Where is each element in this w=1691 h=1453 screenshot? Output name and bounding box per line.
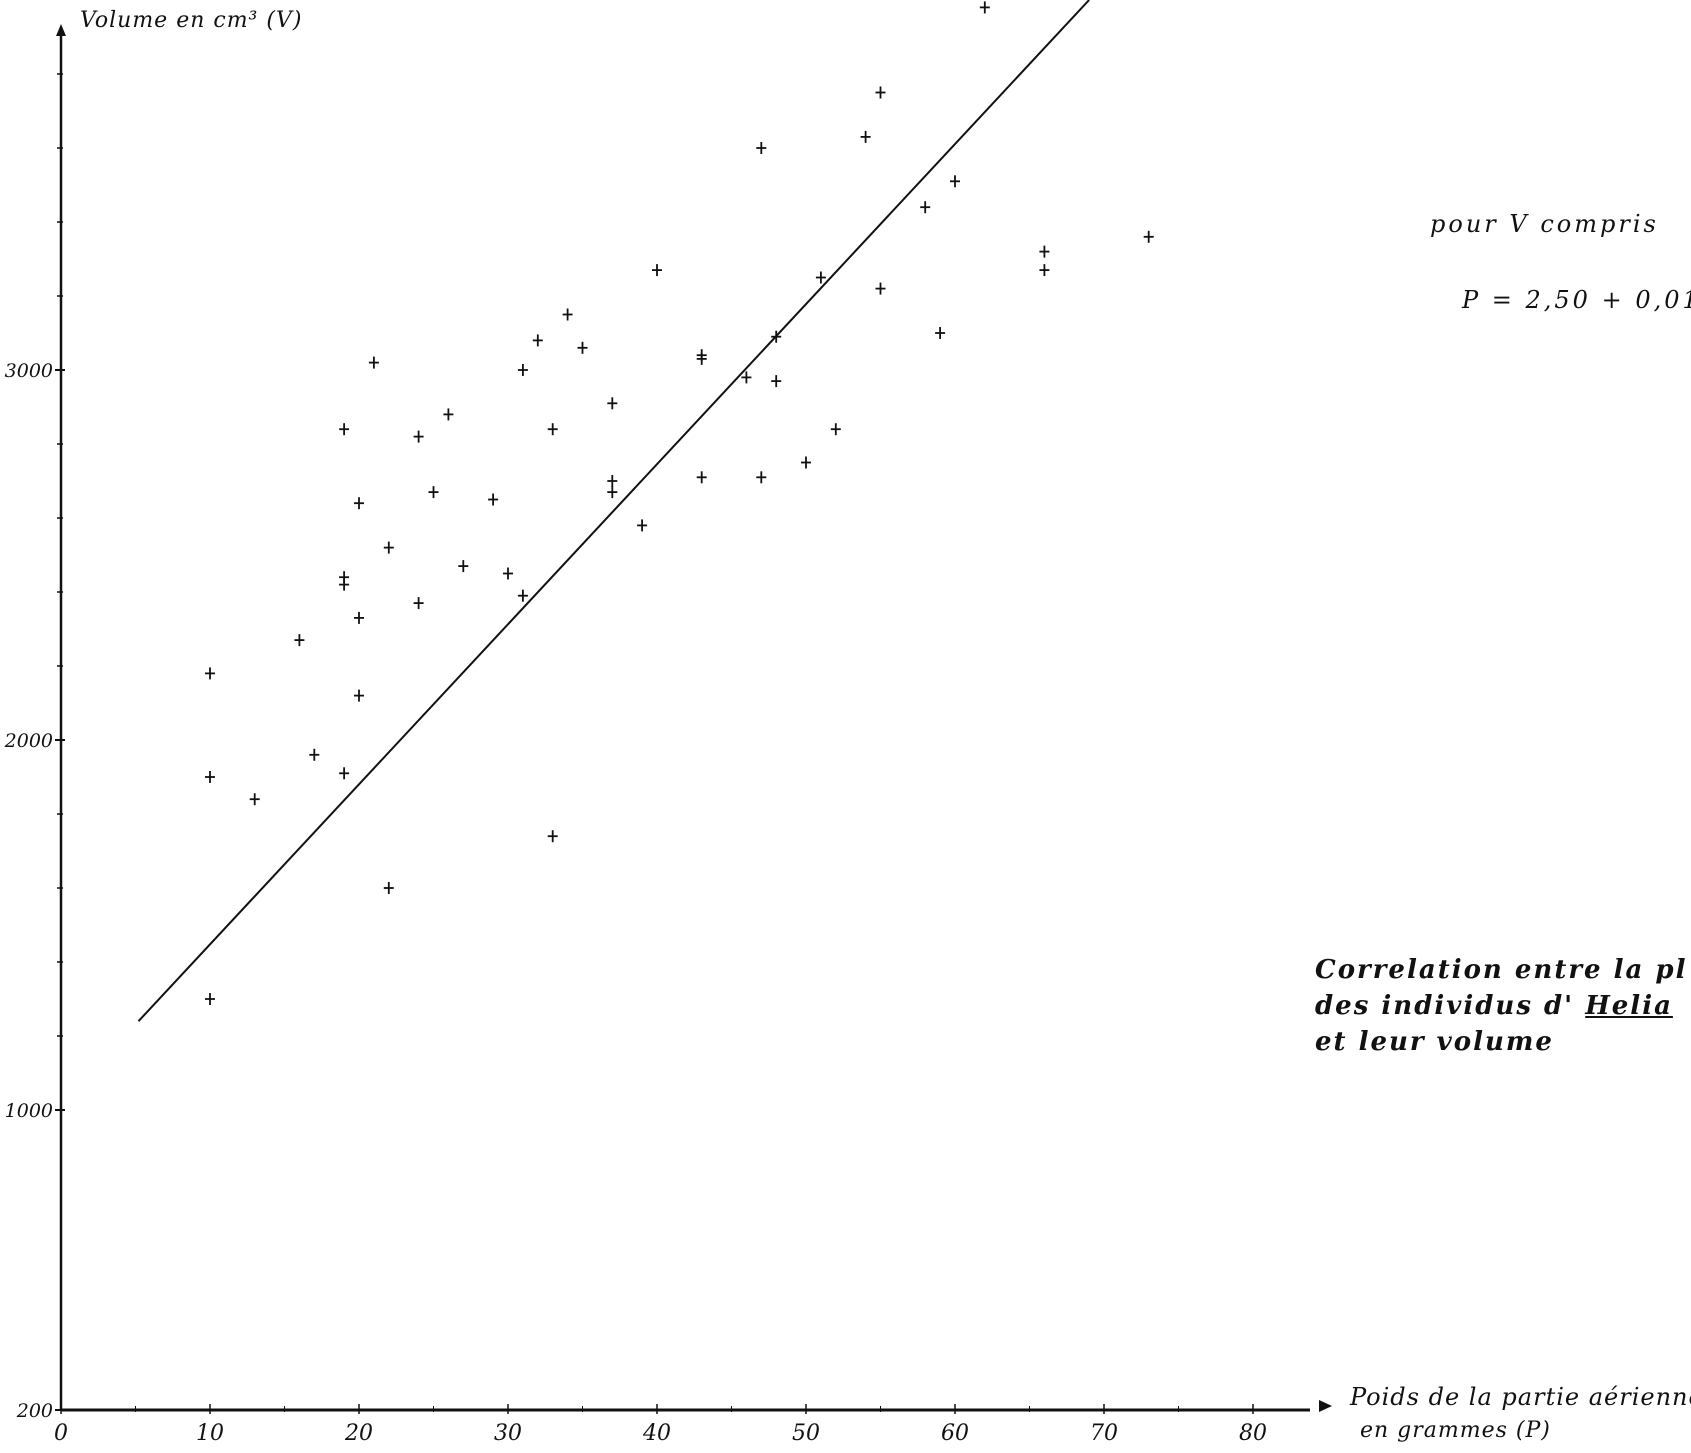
data-point [860,130,871,143]
data-point [503,567,513,580]
y-tick-label: 200 [16,1400,53,1422]
caption: Correlation entre la pl des individus d'… [1315,952,1687,1060]
data-point [875,282,886,295]
data-point [339,571,350,584]
x-axis-title: Poids de la partie aérienne [1350,1383,1691,1411]
y-tick-label: 2000 [4,730,53,752]
x-tick-label: 0 [54,1421,68,1446]
data-point [547,830,558,843]
data-point [771,375,782,388]
data-point [368,356,379,369]
data-point [383,541,394,554]
x-tick-label: 80 [1239,1421,1267,1446]
caption-line-2: des individus d' Helia [1315,988,1687,1024]
data-point [577,341,588,354]
caption-line-1: Correlation entre la pl [1315,952,1687,988]
axes [56,24,1332,1412]
data-point [815,271,826,284]
data-point [249,793,260,806]
data-point [637,519,648,532]
caption-species: Helia [1585,991,1673,1021]
data-point [205,667,215,680]
data-point [443,408,454,421]
x-ticks: 0 10 20 30 40 50 60 70 80 [54,1404,1267,1446]
y-axis-arrow-icon [56,24,66,36]
data-point [517,364,528,376]
annotation-range: pour V compris [1430,210,1659,238]
data-point [741,371,752,384]
data-point [488,493,499,506]
data-point [532,334,543,347]
caption-line-1-cut: la pl [1613,955,1688,985]
regression-line [137,0,1090,1022]
data-point [517,589,528,602]
x-tick-label: 50 [792,1421,820,1446]
data-point [756,471,767,484]
data-point [339,767,350,780]
x-tick-label: 70 [1090,1421,1118,1446]
x-tick-label: 30 [494,1421,522,1446]
data-point [547,423,558,436]
x-tick-label: 40 [642,1421,671,1446]
data-point [771,330,782,343]
x-tick-label: 60 [941,1421,969,1446]
data-point [652,264,662,277]
data-point [607,397,618,410]
data-point [458,560,469,573]
y-tick-label: 3000 [5,360,53,382]
data-point [1039,245,1050,258]
data-point [830,423,841,436]
y-axis-title: Volume en cm³ (V) [80,8,303,33]
data-point [696,349,707,362]
caption-line-3: et leur volume [1315,1027,1554,1057]
data-point [607,486,618,499]
y-tick-label: 1000 [5,1100,53,1122]
data-point [801,456,811,469]
data-point [562,308,573,321]
data-point [920,201,931,214]
data-point [413,597,424,610]
data-points [205,1,1154,1005]
caption-line-2-text: des individus d' [1315,991,1586,1021]
data-point [354,611,364,624]
x-tick-label: 20 [344,1421,373,1446]
data-point [428,486,439,499]
x-axis-arrow-icon [1319,1400,1332,1412]
data-point [950,175,960,188]
data-point [205,993,215,1005]
y-ticks: 200 1000 2000 3000 [4,360,65,1422]
data-point [354,497,364,510]
data-point [205,771,215,783]
x-axis-title-line2: en grammes (P) [1360,1418,1551,1443]
data-point [875,86,886,99]
annotation-equation: P = 2,50 + 0,017 [1462,286,1691,314]
data-point [294,634,305,647]
data-point [1143,230,1154,243]
data-point [413,430,424,443]
data-point [309,748,320,761]
data-point [354,689,364,702]
data-point [339,423,350,436]
data-point [935,327,946,339]
data-point [607,475,618,487]
x-tick-label: 10 [196,1421,224,1446]
data-point [756,142,767,154]
data-point [383,882,394,894]
data-point [696,471,707,484]
data-point [979,1,990,14]
data-point [1039,264,1050,277]
caption-line-1-text: Correlation entre [1315,955,1614,985]
